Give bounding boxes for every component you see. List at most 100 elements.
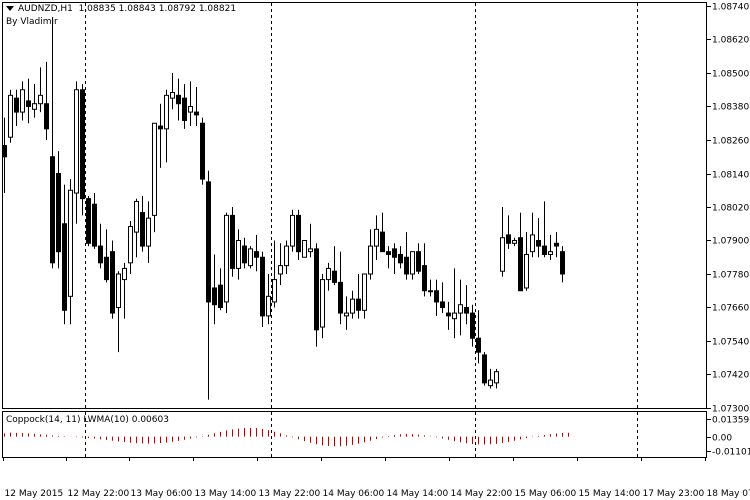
candle-bull <box>266 295 271 317</box>
candle-bear <box>536 240 541 247</box>
price-tick-label: 1.07540 <box>712 338 749 348</box>
candle-bear <box>176 94 181 105</box>
candle-bear <box>440 301 445 308</box>
candle-bear <box>92 203 97 247</box>
candle-bull <box>524 253 529 289</box>
price-tick-label: 1.08020 <box>712 204 749 214</box>
candle-bear <box>422 265 427 292</box>
candle-bear <box>230 214 235 269</box>
candle-bear <box>104 256 109 281</box>
candle-bull <box>170 92 175 99</box>
symbol-label: AUDNZD,H1 <box>18 4 73 14</box>
chart-header: AUDNZD,H1 1.08835 1.08843 1.08792 1.0882… <box>6 4 236 14</box>
candle-bear <box>542 245 547 255</box>
price-tick-label: 1.08380 <box>712 103 749 113</box>
candle-bear <box>98 245 103 264</box>
candle-bear <box>470 312 475 339</box>
candle-bull <box>290 214 295 247</box>
price-tick-label: 1.08740 <box>712 3 749 13</box>
candle-bear <box>44 103 49 130</box>
main-pane-frame <box>2 2 707 409</box>
time-tick-label: 14 May 14:00 <box>387 489 449 499</box>
price-tick-label: 1.08620 <box>712 36 749 46</box>
candle-bear <box>86 198 91 244</box>
candle-bear <box>26 100 31 107</box>
candle-bull <box>134 200 139 233</box>
candle-bear <box>80 89 85 200</box>
price-tick-label: 1.07900 <box>712 237 749 247</box>
candle-bear <box>518 237 523 292</box>
candle-bear <box>206 181 211 303</box>
candle-bear <box>50 156 55 264</box>
candle-bear <box>212 287 217 306</box>
price-tick-label: 1.07660 <box>712 304 749 314</box>
ohlc-readout: 1.08835 1.08843 1.08792 1.08821 <box>78 4 237 14</box>
candle-bear <box>158 125 163 130</box>
candle-bull <box>368 245 373 275</box>
indicator-pane-frame <box>2 411 707 458</box>
candle-bull <box>428 290 433 293</box>
candle-bear <box>56 173 61 253</box>
dropdown-triangle-icon[interactable] <box>6 6 14 11</box>
candle-bull <box>32 103 37 110</box>
candle-bear <box>200 122 205 180</box>
candle-bear <box>194 111 199 116</box>
candle-bull <box>302 240 307 258</box>
price-tick-label: 1.08500 <box>712 70 749 80</box>
time-tick-label: 15 May 14:00 <box>579 489 641 499</box>
candle-bull <box>320 279 325 328</box>
candle-bear <box>464 307 469 314</box>
candle-bear <box>434 290 439 303</box>
candle-bear <box>506 234 511 244</box>
candle-bear <box>338 281 343 314</box>
candle-bull <box>488 379 493 387</box>
candle-bull <box>374 228 379 247</box>
candle-bull <box>248 248 253 267</box>
candle-bear <box>182 97 187 121</box>
candle-bear <box>332 270 337 283</box>
candle-bull <box>284 245 289 267</box>
candle-bull <box>326 267 331 281</box>
indicator-tick-label: -0.01101 <box>712 448 750 458</box>
candle-bear <box>62 223 67 311</box>
candle-bear <box>2 145 7 158</box>
indicator-label: Coppock(14, 11) LWMA(10) 0.00603 <box>6 415 169 425</box>
candle-bull <box>458 304 463 314</box>
candle-bull <box>164 94 169 130</box>
candle-bear <box>296 214 301 253</box>
candle-bull <box>8 94 13 138</box>
candle-bull <box>152 122 157 216</box>
candle-bull <box>308 248 313 253</box>
candle-bull <box>20 89 25 113</box>
candle-bull <box>362 273 367 311</box>
candle-bear <box>140 212 145 247</box>
time-tick-label: 12 May 22:00 <box>68 489 130 499</box>
candle-bear <box>446 312 451 317</box>
candle-bull <box>146 217 151 247</box>
candle-bull <box>278 265 283 275</box>
candle-bull <box>236 240 241 269</box>
candle-bear <box>242 245 247 264</box>
candle-bull <box>74 89 79 194</box>
indicator-tick-label: 0.00 <box>712 434 732 444</box>
candle-bear <box>476 337 481 353</box>
price-tick-label: 1.07300 <box>712 405 749 415</box>
candle-bear <box>560 251 565 275</box>
candle-bull <box>128 226 133 264</box>
candle-bear <box>482 354 487 384</box>
candle-bull <box>494 371 499 384</box>
candle-bull <box>272 279 277 303</box>
candle-bull <box>350 298 355 314</box>
candle-bear <box>398 253 403 264</box>
candle-bear <box>254 251 259 258</box>
candle-bear <box>380 231 385 253</box>
time-tick-label: 15 May 06:00 <box>515 489 577 499</box>
candle-bull <box>530 234 535 253</box>
candle-bear <box>416 251 421 272</box>
candle-bear <box>404 256 409 275</box>
candle-bull <box>410 251 415 275</box>
candle-bull <box>512 240 517 244</box>
candle-bear <box>356 298 361 311</box>
candle-bull <box>188 106 193 113</box>
